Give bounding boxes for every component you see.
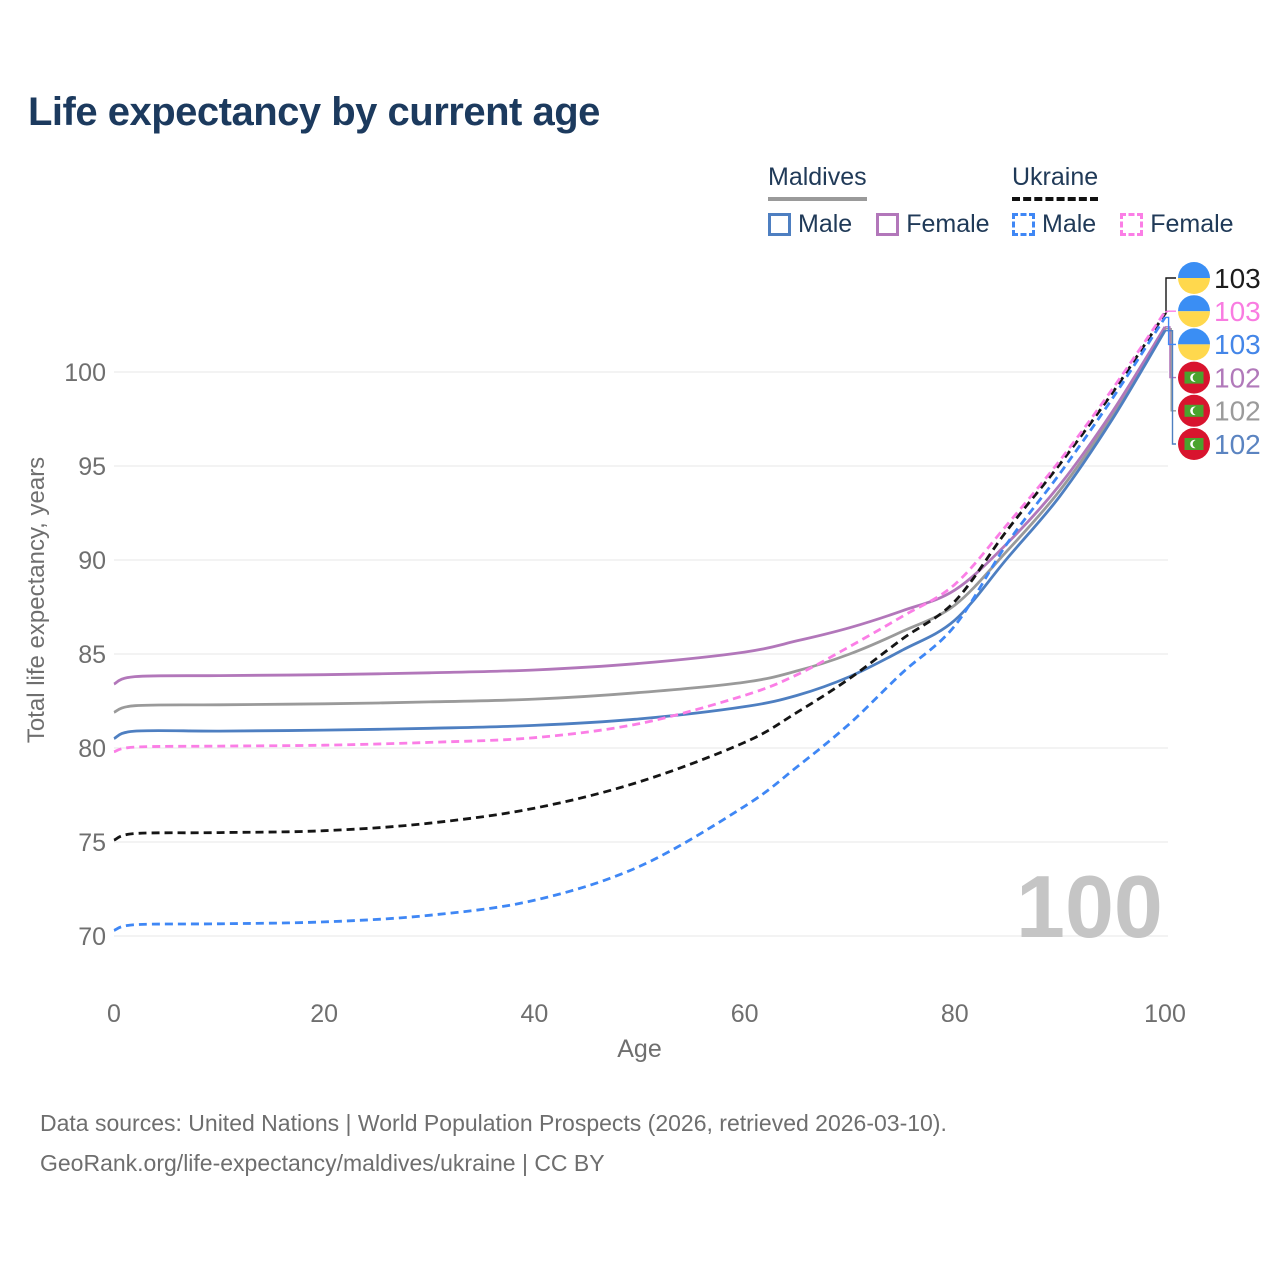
end-label-value-maldives-female: 102 [1214, 362, 1261, 393]
page-title: Life expectancy by current age [28, 90, 600, 134]
legend-item-maldives-female[interactable]: Female [876, 210, 990, 239]
x-tick-label: 20 [310, 1000, 338, 1028]
x-tick-label: 0 [107, 1000, 121, 1028]
x-tick-label: 60 [731, 1000, 759, 1028]
y-tick-label: 80 [78, 735, 106, 763]
series-line-ukraine-female[interactable] [113, 311, 1167, 754]
y-tick-label: 100 [64, 359, 106, 387]
maldives-male-swatch-icon [768, 213, 791, 236]
legend-item-ukraine-female[interactable]: Female [1120, 210, 1234, 239]
y-axis-title: Total life expectancy, years [23, 457, 50, 743]
legend-group-ukraine-header: Ukraine [1012, 163, 1099, 201]
legend-item-ukraine-male[interactable]: Male [1012, 210, 1096, 239]
y-tick-label: 90 [78, 547, 106, 575]
y-tick-label: 85 [78, 641, 106, 669]
end-label-value-maldives-male: 102 [1214, 429, 1261, 460]
flag-ukraine-icon [1178, 262, 1210, 294]
end-label-value-ukraine-female: 103 [1214, 296, 1261, 327]
series-line-ukraine-male[interactable] [113, 316, 1167, 932]
end-label-value-ukraine-both: 103 [1214, 263, 1261, 294]
x-tick-label: 40 [520, 1000, 548, 1028]
watermark-age-value: 100 [1016, 857, 1163, 956]
end-label-connector-maldives-female [1165, 326, 1176, 379]
flag-maldives-icon [1178, 361, 1210, 394]
series-line-ukraine-both[interactable] [113, 312, 1167, 842]
maldives-female-swatch-icon [876, 213, 900, 236]
legend-item-maldives-male[interactable]: Male [768, 210, 852, 239]
end-label-value-ukraine-male: 103 [1214, 329, 1261, 360]
x-tick-label: 80 [941, 1000, 969, 1028]
legend-group-maldives: Maldives Male Female [768, 163, 990, 239]
ukraine-female-swatch-icon [1120, 213, 1144, 236]
end-label-connector-ukraine-male [1165, 316, 1176, 346]
footer-data-sources: Data sources: United Nations | World Pop… [40, 1110, 947, 1136]
ukraine-male-swatch-icon [1012, 213, 1035, 236]
legend-item-label: Female [1150, 210, 1234, 238]
legend-item-label: Female [906, 210, 990, 238]
x-axis-title: Age [617, 1035, 661, 1063]
series-line-maldives-both[interactable] [113, 328, 1167, 714]
y-tick-label: 95 [78, 453, 106, 481]
flag-maldives-icon [1178, 394, 1210, 427]
flag-ukraine-icon [1178, 295, 1210, 328]
x-tick-label: 100 [1144, 1000, 1186, 1028]
end-label-value-maldives-both: 102 [1214, 396, 1261, 427]
legend-group-ukraine: Ukraine Male Female [1012, 163, 1234, 239]
y-tick-label: 70 [78, 923, 106, 951]
y-tick-label: 75 [78, 829, 106, 857]
end-label-connector-ukraine-both [1165, 277, 1176, 315]
legend-item-label: Male [798, 210, 853, 238]
series-line-maldives-male[interactable] [113, 329, 1167, 740]
flag-maldives-icon [1178, 428, 1210, 460]
end-label-connector-ukraine-female [1165, 310, 1176, 313]
footer-attribution: GeoRank.org/life-expectancy/maldives/ukr… [40, 1150, 605, 1176]
legend-group-maldives-header: Maldives [768, 163, 867, 201]
legend-item-label: Male [1042, 210, 1097, 238]
flag-ukraine-icon [1178, 328, 1210, 361]
series-line-maldives-female[interactable] [113, 326, 1167, 686]
